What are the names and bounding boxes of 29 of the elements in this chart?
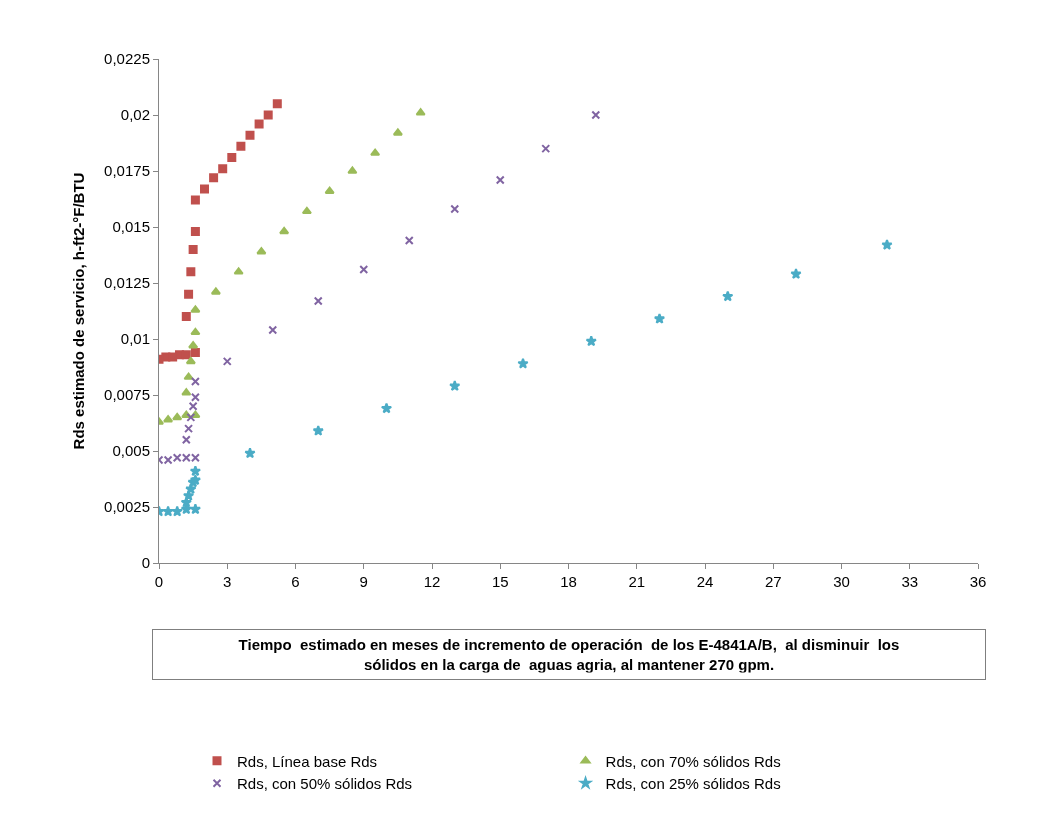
- x-axis-title: Tiempo estimado en meses de incremento de operación de los E-4841A/B, al disminuir los sólidos en la carga de aguas agria, al mantener 270 gpm.: [238, 636, 900, 673]
- y-tick-label: 0,005: [112, 442, 150, 460]
- x-tick-label: 27: [764, 573, 782, 590]
- x-tick-label: 30: [833, 573, 850, 590]
- legend-label: Rds, con 50% sólidos Rds: [237, 775, 413, 793]
- legend-label: Rds, Línea base Rds: [237, 752, 378, 770]
- x-tick-label: 36: [969, 573, 987, 590]
- y-tick-label: 0: [141, 554, 150, 572]
- legend-label: Rds, con 70% sólidos Rds: [605, 752, 781, 770]
- y-tick-label: 0,0175: [104, 162, 150, 180]
- x-tick-label: 15: [491, 573, 509, 590]
- y-tick-label: 0,0075: [104, 386, 150, 404]
- y-tick-label: 0,01: [120, 330, 150, 348]
- y-tick-label: 0,015: [112, 218, 150, 236]
- x-tick-label: 33: [901, 573, 919, 590]
- x-tick-label: 6: [291, 573, 300, 590]
- x-tick-label: 0: [154, 573, 164, 590]
- x-tick-label: 12: [423, 573, 441, 590]
- x-tick-label: 18: [560, 573, 577, 590]
- x-tick-label: 9: [359, 573, 368, 590]
- legend-label: Rds, con 25% sólidos Rds: [605, 775, 781, 793]
- y-tick-label: 0,0125: [104, 274, 150, 292]
- x-tick-label: 21: [628, 573, 646, 590]
- y-tick-label: 0,02: [120, 106, 150, 124]
- x-tick-label: 3: [223, 573, 232, 590]
- x-tick-label: 24: [696, 573, 714, 590]
- y-tick-label: 0,0225: [104, 50, 150, 68]
- y-axis-title: Rds estimado de servicio, h-ft2-°F/BTU: [70, 172, 88, 450]
- y-tick-label: 0,0025: [104, 498, 150, 516]
